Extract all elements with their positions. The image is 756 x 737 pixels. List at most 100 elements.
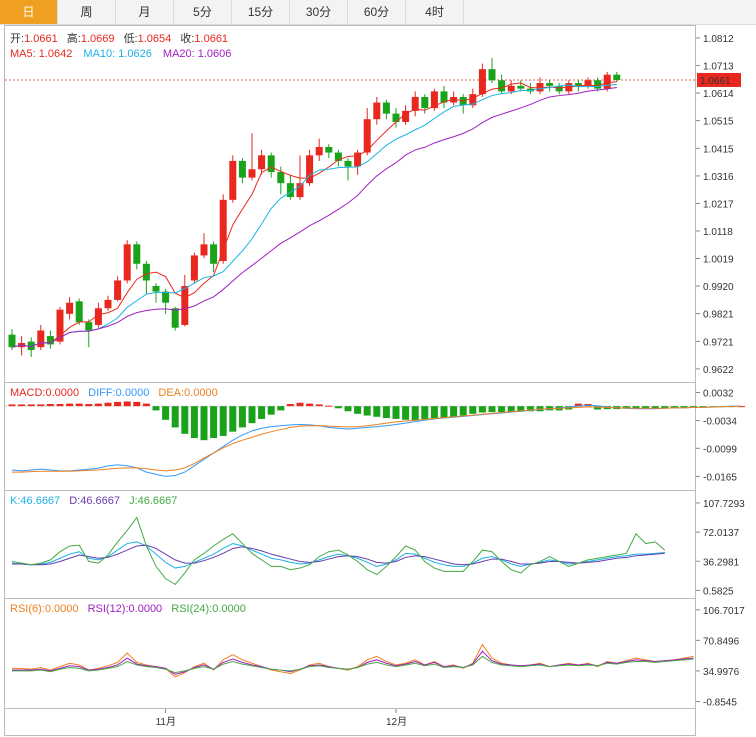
candle-body <box>56 309 64 342</box>
macd-bar <box>430 406 438 419</box>
candle-body <box>584 80 592 86</box>
macd-bar <box>363 406 371 416</box>
time-tick-label: 11月 <box>156 716 176 728</box>
ma5-line <box>11 81 617 348</box>
candle-body <box>133 244 141 264</box>
candle-body <box>114 280 122 300</box>
kdj-tick-label: 36.2981 <box>703 557 740 568</box>
kdj-tick-label: 0.5825 <box>703 586 734 597</box>
candle-body <box>334 152 342 161</box>
rsi-tick-label: 34.9976 <box>703 667 740 678</box>
macd-bar <box>37 404 45 407</box>
rsi6-line <box>12 643 694 678</box>
rsi12-line <box>12 650 694 675</box>
macd-bar <box>594 406 602 410</box>
candle-body <box>613 74 621 80</box>
price-tick-label: 1.0118 <box>703 227 733 238</box>
macd-bar <box>142 403 150 407</box>
tab-7[interactable]: 4时 <box>406 0 464 24</box>
rsi24-line <box>12 655 694 674</box>
candle-body <box>8 334 16 348</box>
time-tick-label: 12月 <box>386 716 407 728</box>
macd-bar <box>651 406 659 409</box>
k-line <box>11 541 665 569</box>
macd-bar <box>632 406 640 409</box>
candle-body <box>162 291 170 303</box>
macd-bar <box>507 406 515 412</box>
pane-frames <box>4 25 696 736</box>
macd-bar <box>190 406 198 439</box>
tab-6[interactable]: 60分 <box>348 0 406 24</box>
macd-bar <box>526 406 534 412</box>
macd-bar <box>46 404 54 407</box>
macd-bar <box>286 404 294 407</box>
candle-body <box>488 69 496 81</box>
macd-bar <box>344 406 352 412</box>
macd-bar <box>699 406 707 408</box>
macd-pane: 0.0032 -0.0034 -0.0099 -0.0165 <box>5 389 746 483</box>
candle-body <box>104 299 112 309</box>
macd-bar <box>210 406 218 439</box>
time-axis-frame <box>4 708 696 736</box>
candle-body <box>248 169 256 178</box>
macd-bar <box>171 406 179 428</box>
time-axis: 11月 12月 <box>156 709 407 728</box>
kdj-legend: K:46.6667 D:46.6667 J:46.6667 <box>10 495 177 507</box>
macd-bar <box>354 406 362 414</box>
kdj-tick-label: 72.0137 <box>703 528 740 539</box>
price-tick-label: 1.0614 <box>703 89 734 100</box>
candle-body <box>210 244 218 264</box>
candle-body <box>325 147 333 153</box>
macd-bar <box>670 406 678 409</box>
tab-3[interactable]: 5分 <box>174 0 232 24</box>
candle-body <box>382 102 390 114</box>
macd-bar <box>680 406 688 408</box>
price-tick-label: 0.9920 <box>703 282 734 293</box>
price-tick-label: 1.0812 <box>703 34 734 45</box>
candle-body <box>546 83 554 86</box>
tab-0[interactable]: 日 <box>0 0 58 24</box>
candle-body <box>258 155 266 170</box>
macd-bar <box>219 406 227 436</box>
ma-legend: MA5: 1.0642 MA10: 1.0626 MA20: 1.0606 <box>10 48 231 60</box>
candle-body <box>229 160 237 200</box>
macd-bar <box>267 406 275 415</box>
macd-bar <box>450 406 458 418</box>
price-pane-frame <box>4 25 696 383</box>
candle-body <box>430 91 438 109</box>
price-tick-label: 1.0217 <box>703 199 734 210</box>
macd-bar <box>66 403 74 407</box>
tab-1[interactable]: 周 <box>58 0 116 24</box>
macd-bar <box>469 406 477 414</box>
macd-bar <box>27 404 35 407</box>
candle-body <box>219 199 227 261</box>
macd-bar <box>296 402 304 407</box>
candle-body <box>75 301 83 323</box>
candle-body <box>373 102 381 120</box>
tab-4[interactable]: 15分 <box>232 0 290 24</box>
tab-5[interactable]: 30分 <box>290 0 348 24</box>
macd-bar <box>642 406 650 409</box>
candle-body <box>574 83 582 86</box>
macd-bar <box>498 406 506 413</box>
candle-body <box>66 302 74 314</box>
ohlc-legend: 开:1.0661 高:1.0669 低:1.0654 收:1.0661 <box>10 31 228 45</box>
macd-bar <box>440 406 448 419</box>
candle-body <box>46 336 54 345</box>
candle-body <box>594 80 602 89</box>
tab-2[interactable]: 月 <box>116 0 174 24</box>
candle-body <box>238 160 246 178</box>
macd-bar <box>94 403 102 407</box>
candle-body <box>402 110 410 122</box>
last-price-marker <box>697 72 741 87</box>
macd-bar <box>75 403 83 407</box>
candle-body <box>469 94 477 106</box>
candle-body <box>517 85 525 89</box>
candle-body <box>123 244 131 281</box>
period-tabs: 日周月 5分 15分 30分 60分 4时 <box>0 0 756 25</box>
moving-average-lines <box>11 81 617 348</box>
candle-body <box>267 155 275 173</box>
macd-bar <box>373 406 381 417</box>
candle-body <box>440 91 448 103</box>
rsi-tick-label: 106.7017 <box>703 606 745 617</box>
